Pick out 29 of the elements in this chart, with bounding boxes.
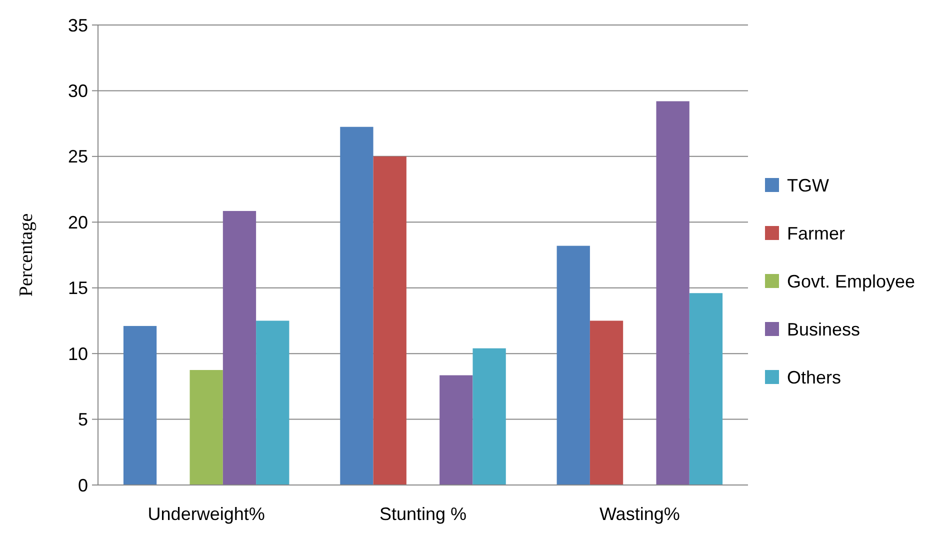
y-tick-label: 5 <box>78 410 88 430</box>
bar <box>472 348 506 485</box>
legend-label: TGW <box>787 175 829 196</box>
bar <box>590 320 624 485</box>
legend-label: Others <box>787 367 842 388</box>
bar <box>190 370 223 485</box>
legend-label: Govt. Employee <box>787 271 916 292</box>
y-tick-label: 10 <box>68 344 88 364</box>
y-axis-title: Percentage <box>16 213 37 297</box>
bar <box>123 326 157 485</box>
bar <box>256 320 290 485</box>
bar <box>556 246 590 485</box>
bar <box>656 101 690 485</box>
bar <box>340 126 374 485</box>
y-tick-label: 30 <box>68 81 88 102</box>
y-tick-label: 25 <box>68 146 88 167</box>
legend-label: Business <box>787 319 860 340</box>
y-tick-label: 0 <box>78 475 88 496</box>
y-tick-label: 15 <box>68 278 88 298</box>
bar <box>373 156 406 485</box>
bar <box>440 375 473 485</box>
x-tick-label: Wasting% <box>599 504 680 524</box>
y-tick-label: 35 <box>68 15 88 36</box>
bar <box>222 210 256 485</box>
bar <box>689 293 723 485</box>
legend-label: Farmer <box>787 223 846 244</box>
x-tick-label: Underweight% <box>148 504 265 524</box>
y-tick-label: 20 <box>68 212 88 232</box>
x-tick-label: Stunting % <box>379 504 467 524</box>
